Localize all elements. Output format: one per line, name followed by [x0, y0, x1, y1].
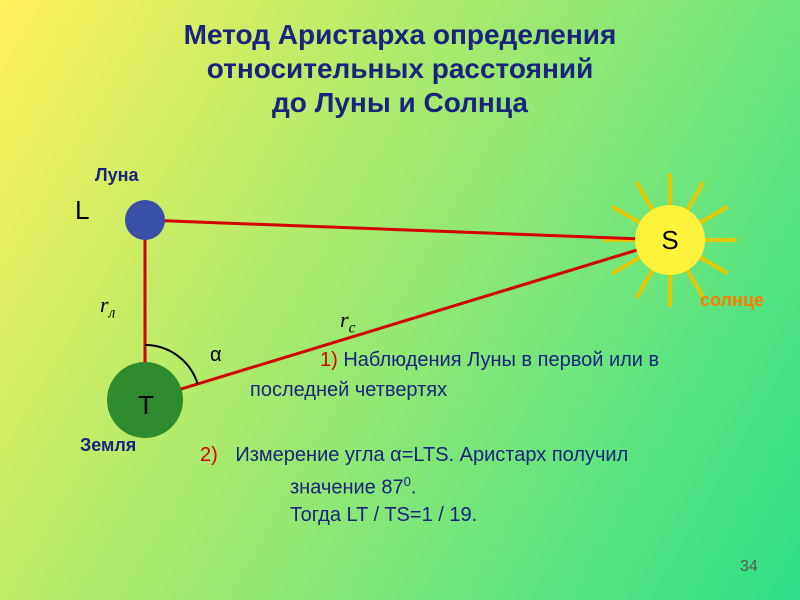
sun-ray-8 — [638, 184, 653, 210]
distance-label-rc: rc — [340, 307, 355, 337]
earth-letter-T: T — [138, 390, 154, 421]
angle-alpha-label: α — [210, 344, 222, 367]
step-2-text-c: Тогда LT / TS=1 / 19. — [290, 504, 477, 527]
moon-label: Луна — [95, 165, 139, 186]
earth-label: Земля — [80, 435, 136, 456]
distance-label-rl: rл — [100, 292, 115, 322]
sun-label: солнце — [700, 290, 764, 311]
moon-body — [125, 200, 165, 240]
sun-ray-1 — [700, 258, 726, 273]
step-1-text-a: 1) Наблюдения Луны в первой или в — [320, 349, 659, 372]
step-1-text-b: последней четвертях — [250, 379, 447, 402]
slide-stage: Метод Аристарха определенияотносительных… — [0, 0, 800, 600]
sun-ray-7 — [614, 208, 640, 223]
page-number: 34 — [740, 558, 758, 576]
step-2-text-a: 2) Измерение угла α=LTS. Аристарх получи… — [200, 444, 628, 467]
sun-ray-5 — [614, 258, 640, 273]
sun-letter-S: S — [661, 225, 678, 256]
line-LS — [145, 220, 670, 240]
moon-letter-L: L — [75, 195, 89, 226]
sun-ray-10 — [688, 184, 703, 210]
sun-ray-11 — [700, 208, 726, 223]
sun-ray-4 — [638, 270, 653, 296]
line-TS — [145, 240, 670, 400]
sun-body: S — [635, 205, 705, 275]
step-2-text-b: значение 870. — [290, 474, 416, 500]
